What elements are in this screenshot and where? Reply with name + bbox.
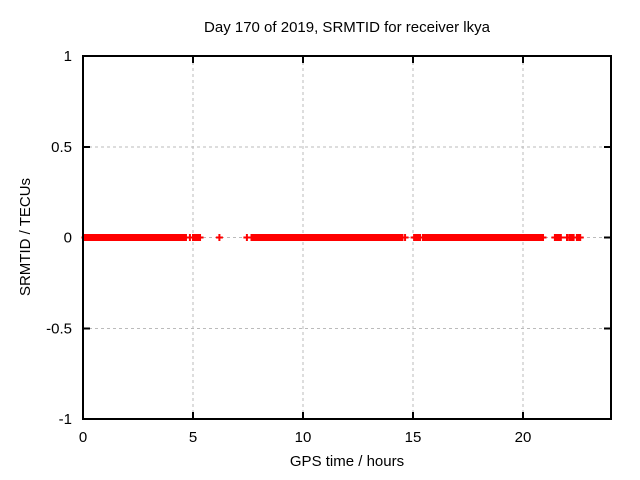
data-marker-plus: [563, 234, 571, 241]
data-marker-band-arms: [189, 236, 204, 239]
y-tick-label: -0.5: [46, 320, 72, 337]
y-tick-label: 0: [64, 230, 72, 247]
x-tick-label: 0: [79, 429, 87, 446]
x-tick-label: 15: [405, 429, 422, 446]
y-axis-label: SRMTID / TECUs: [17, 178, 34, 296]
data-series-srmtid: [81, 234, 584, 241]
x-axis-label: GPS time / hours: [290, 453, 404, 470]
x-tick-label: 5: [189, 429, 197, 446]
data-marker-band-arms: [431, 236, 547, 239]
data-marker-band-arms: [248, 236, 406, 239]
chart-title: Day 170 of 2019, SRMTID for receiver lky…: [204, 19, 491, 36]
data-marker-band-arms: [551, 236, 565, 239]
y-tick-label: -1: [59, 411, 72, 428]
y-tick-label: 1: [64, 48, 72, 65]
data-marker-plus: [401, 234, 409, 241]
data-marker-plus: [186, 234, 194, 241]
plot-area-border: [82, 55, 612, 420]
data-marker-band-arms: [410, 236, 424, 239]
data-marker-band-arms: [565, 236, 578, 239]
data-marker-plus: [215, 234, 223, 241]
tick-label-layer: 0 5 10 15 20 -1 -0.5 0 0.5 1: [46, 48, 531, 446]
x-tick-label: 20: [515, 429, 532, 446]
data-marker-band-arms: [419, 236, 437, 239]
y-tick-label: 0.5: [51, 139, 72, 156]
data-marker-band-arms: [573, 236, 584, 239]
x-tick-label: 10: [295, 429, 312, 446]
data-marker-band-arms: [81, 236, 190, 239]
data-marker-plus: [243, 234, 251, 241]
